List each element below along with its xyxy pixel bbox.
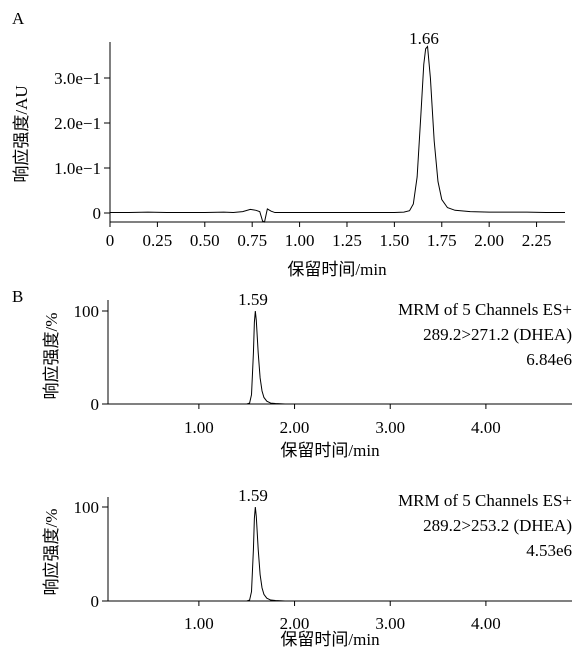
panel-a: A 响应强度/AU 01.0e−12.0e−13.0e−1 0 0.25 0.50 0… — [12, 9, 565, 279]
panel-b-top-annotation-3: 6.84e6 — [526, 350, 572, 369]
panel-a-x-tick-label: 0.50 — [190, 231, 220, 250]
panel-b-top-peak-label: 1.59 — [238, 290, 268, 309]
panel-b-bottom-y-tick-label: 0 — [91, 592, 100, 611]
panel-b-top-x-tick-label: 4.00 — [471, 418, 501, 437]
panel-b-top-x-tick-label: 1.00 — [184, 418, 214, 437]
panel-b-top-y-ticks: 0 100 — [74, 302, 108, 414]
panel-a-x-ticks: 0 0.25 0.50 0.75 1.00 1.25 1.50 1.75 2.00 2.25 — [106, 222, 552, 250]
panel-a-x-tick-label: 0 — [106, 231, 115, 250]
panel-a-x-tick-label: 0.25 — [143, 231, 173, 250]
panel-a-x-tick-label: 2.25 — [522, 231, 552, 250]
panel-a-y-tick-label: 0 — [93, 204, 102, 223]
panel-a-y-tick-label: 1.0e−1 — [54, 159, 101, 178]
panel-a-peak-label: 1.66 — [409, 29, 439, 48]
panel-a-y-ticks: 0 1.0e−1 2.0e−1 3.0e−1 — [54, 69, 110, 223]
panel-b-bottom-annotation-2: 289.2>253.2 (DHEA) — [423, 516, 572, 535]
panel-b-top-y-tick-label: 100 — [74, 302, 100, 321]
panel-b-bottom-x-tick-label: 4.00 — [471, 614, 501, 633]
panel-b-bottom-annotation-1: MRM of 5 Channels ES+ — [398, 491, 572, 510]
panel-b-top-ylabel: 响应强度/% — [42, 313, 61, 400]
panel-b-bottom-trace — [108, 506, 572, 602]
panel-b-bottom-y-ticks: 0 100 — [74, 498, 108, 611]
panel-a-y-tick-label: 3.0e−1 — [54, 69, 101, 88]
panel-a-xlabel: 保留时间/min — [287, 260, 387, 279]
panel-b-bottom-x-tick-label: 2.00 — [280, 614, 310, 633]
panel-a-y-tick-label: 2.0e−1 — [54, 114, 101, 133]
panel-b-top-xlabel: 保留时间/min — [280, 441, 380, 460]
panel-b-bottom-axes — [107, 497, 572, 602]
panel-a-letter: A — [12, 9, 25, 28]
panel-b-bottom-y-tick-label: 100 — [74, 498, 100, 517]
panel-a-x-tick-label: 1.25 — [332, 231, 362, 250]
panel-b-top-annotation-2: 289.2>271.2 (DHEA) — [423, 325, 572, 344]
panel-b-bottom-x-ticks: 1.00 2.00 3.00 4.00 — [184, 601, 501, 633]
panel-b-bottom-xlabel: 保留时间/min — [280, 630, 380, 649]
panel-b-top-x-tick-label: 3.00 — [375, 418, 405, 437]
panel-b-bottom-ylabel: 响应强度/% — [42, 509, 61, 596]
panel-b-top-x-tick-label: 2.00 — [280, 418, 310, 437]
panel-a-axes — [109, 42, 565, 223]
panel-a-x-tick-label: 1.75 — [427, 231, 457, 250]
panel-b-bottom: 响应强度/% 0 100 1.00 2.00 3.00 4.00 1.59 MRM of… — [42, 486, 572, 649]
panel-b-top-annotation-1: MRM of 5 Channels ES+ — [398, 300, 572, 319]
panel-b-letter: B — [12, 287, 23, 306]
panel-b-bottom-annotation-3: 4.53e6 — [526, 541, 572, 560]
panel-a-x-tick-label: 0.75 — [237, 231, 267, 250]
panel-a-ylabel: 响应强度/AU — [12, 85, 31, 182]
panel-b-bottom-x-tick-label: 1.00 — [184, 614, 214, 633]
panel-a-trace — [110, 45, 565, 223]
panel-b-bottom-x-tick-label: 3.00 — [375, 614, 405, 633]
panel-b-top-y-tick-label: 0 — [91, 395, 100, 414]
panel-b-top-x-ticks: 1.00 2.00 3.00 4.00 — [184, 404, 501, 437]
panel-a-x-tick-label: 1.00 — [285, 231, 315, 250]
panel-a-x-tick-label: 2.00 — [474, 231, 504, 250]
panel-b-top-trace — [108, 310, 572, 405]
panel-b-top: 响应强度/% 0 100 1.00 2.00 3.00 4.00 1.59 MRM of… — [42, 290, 572, 460]
panel-b-bottom-peak-label: 1.59 — [238, 486, 268, 505]
panel-a-x-tick-label: 1.50 — [380, 231, 410, 250]
